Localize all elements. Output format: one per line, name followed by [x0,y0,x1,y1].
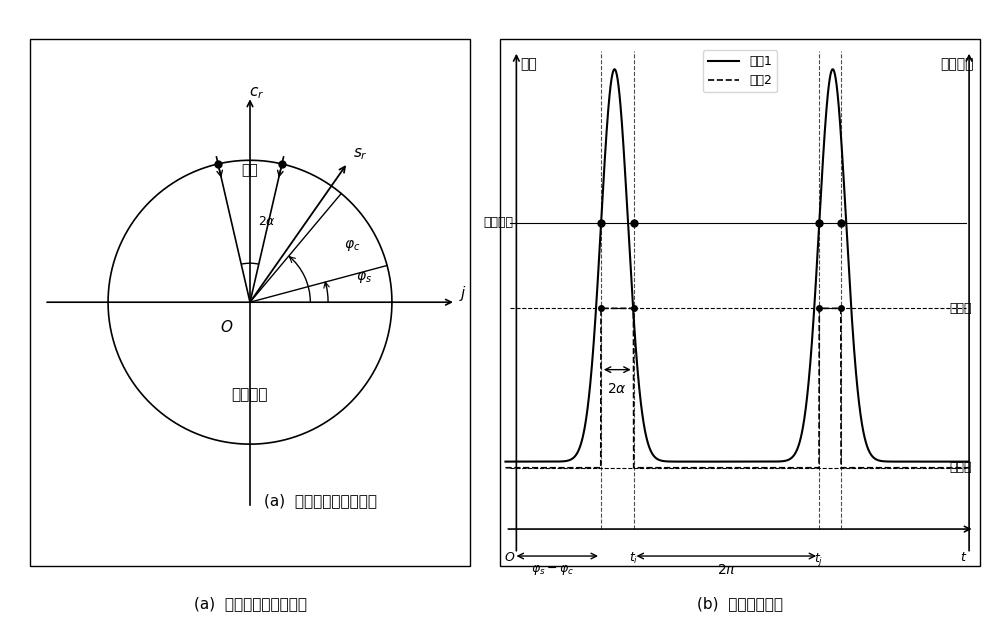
Text: $j$: $j$ [459,284,467,303]
Text: 高电平: 高电平 [949,302,972,315]
曲线2 [865,464,877,471]
曲线1 [827,66,839,73]
曲线1 [713,458,725,466]
曲线1 [945,458,957,466]
Text: $t$: $t$ [960,551,967,564]
曲线1 [865,450,877,458]
Text: (a)  太阳方位敏感示意图: (a) 太阳方位敏感示意图 [194,596,306,611]
Text: 阈值电压: 阈值电压 [484,216,514,229]
Text: $\varphi_s - \varphi_c$: $\varphi_s - \varphi_c$ [531,563,575,577]
曲线1 [950,458,962,466]
Text: $t_i$: $t_i$ [629,551,638,566]
曲线1 [963,458,975,466]
Text: (a)  太阳方位敏感示意图: (a) 太阳方位敏感示意图 [264,493,377,508]
Line: 曲线2: 曲线2 [505,309,969,467]
Text: 电平信号: 电平信号 [940,57,973,71]
曲线2 [950,464,962,471]
曲线2 [595,305,607,312]
Legend: 曲线1, 曲线2: 曲线1, 曲线2 [703,50,777,93]
Text: $s_r$: $s_r$ [353,146,368,161]
曲线2 [725,464,737,471]
Text: 低电平: 低电平 [949,461,972,475]
Text: $O$: $O$ [220,319,233,335]
Text: $\varphi_c$: $\varphi_c$ [344,239,360,253]
曲线2 [713,464,725,471]
曲线2 [523,464,535,471]
曲线1 [523,458,535,466]
Text: $\varphi_s$: $\varphi_s$ [356,269,372,284]
Text: $c_r$: $c_r$ [249,85,265,101]
Line: 曲线1: 曲线1 [505,69,969,462]
曲线2 [499,464,511,471]
Text: $O$: $O$ [504,551,515,564]
Text: $2\alpha$: $2\alpha$ [607,382,627,396]
曲线1 [950,458,962,466]
Text: (b)  电平输出信号: (b) 电平输出信号 [697,596,783,611]
Text: 电压: 电压 [521,57,537,71]
Text: $2\pi$: $2\pi$ [717,563,736,577]
曲线1 [499,458,511,466]
Text: 弹体截面: 弹体截面 [232,387,268,402]
曲线2 [950,464,962,471]
Text: 光缝: 光缝 [242,163,258,177]
Text: $t_j$: $t_j$ [814,551,824,568]
Text: $2\alpha$: $2\alpha$ [258,215,276,228]
曲线1 [725,458,737,466]
曲线2 [963,464,975,471]
